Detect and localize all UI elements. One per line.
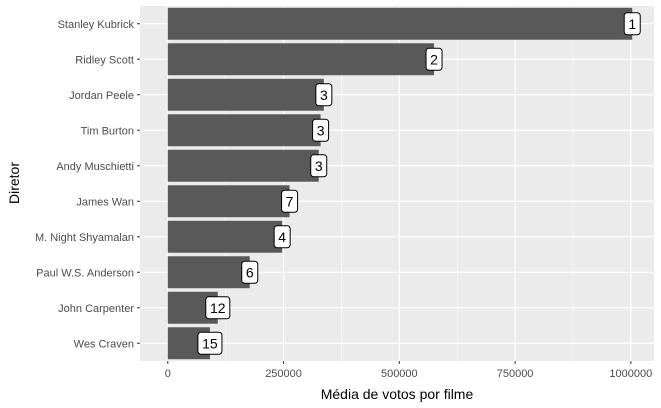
bar-label-box bbox=[205, 296, 231, 320]
y-tick-label: James Wan bbox=[76, 196, 134, 208]
bar bbox=[167, 114, 321, 147]
bar-label: 2 bbox=[430, 51, 438, 67]
bar-label-box bbox=[310, 154, 328, 178]
bar-label: 3 bbox=[320, 87, 328, 103]
bar-label: 15 bbox=[202, 335, 218, 351]
bar-label-box bbox=[315, 83, 333, 107]
bar bbox=[167, 43, 435, 76]
x-axis-title: Média de votos por filme bbox=[321, 386, 474, 402]
y-tick-label: Tim Burton bbox=[81, 125, 134, 137]
x-tick-label: 0 bbox=[165, 368, 171, 380]
bar-label-box bbox=[273, 225, 291, 249]
bar-label-box bbox=[623, 12, 641, 36]
y-tick-label: Andy Muschietti bbox=[56, 161, 134, 173]
bar-label: 7 bbox=[286, 193, 294, 209]
bar-label: 12 bbox=[210, 300, 226, 316]
bar-label: 4 bbox=[278, 229, 286, 245]
y-axis: Stanley Kubrick Ridley Scott Jordan Peele T… bbox=[35, 19, 140, 350]
bar-label-box bbox=[241, 260, 259, 284]
bar bbox=[167, 78, 324, 111]
bar bbox=[167, 149, 319, 182]
y-tick-label: Ridley Scott bbox=[75, 54, 134, 66]
x-tick-label: 1000000 bbox=[609, 368, 652, 380]
x-axis: 0 250000 500000 750000 1000000 bbox=[165, 361, 652, 380]
bar-label: 3 bbox=[315, 158, 323, 174]
y-tick-label: Paul W.S. Anderson bbox=[36, 267, 134, 279]
x-tick-label: 250000 bbox=[265, 368, 302, 380]
y-tick-label: John Carpenter bbox=[58, 303, 134, 315]
bar bbox=[167, 220, 283, 253]
bars bbox=[167, 7, 633, 360]
bar-label: 6 bbox=[246, 264, 254, 280]
bar bbox=[167, 7, 633, 40]
y-tick-label: M. Night Shyamalan bbox=[35, 232, 134, 244]
x-tick-label: 750000 bbox=[497, 368, 534, 380]
bar-label-box bbox=[425, 47, 443, 71]
bar-label: 1 bbox=[628, 16, 636, 32]
y-axis-title: Diretor bbox=[6, 162, 22, 204]
bar-label-box bbox=[312, 118, 330, 142]
y-tick-label: Jordan Peele bbox=[69, 90, 134, 102]
bar-label-box bbox=[197, 331, 223, 355]
bar-label: 3 bbox=[317, 122, 325, 138]
x-tick-label: 500000 bbox=[381, 368, 418, 380]
y-tick-label: Wes Craven bbox=[74, 338, 134, 350]
bar bbox=[167, 256, 250, 289]
bar bbox=[167, 185, 290, 218]
y-tick-label: Stanley Kubrick bbox=[58, 19, 135, 31]
bar-label-box bbox=[281, 189, 299, 213]
